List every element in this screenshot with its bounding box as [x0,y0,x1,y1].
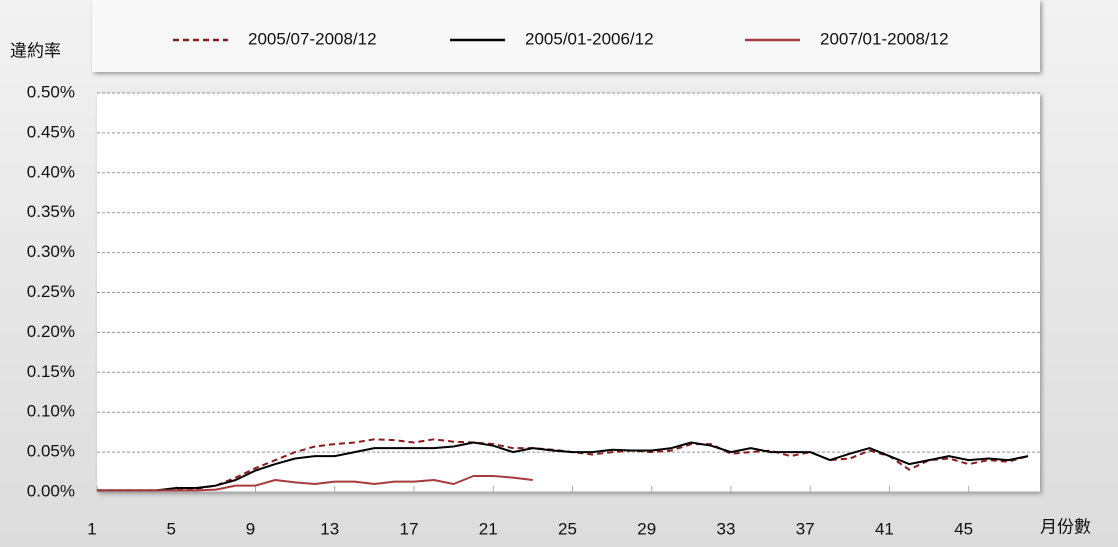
x-tick-label: 1 [87,519,96,538]
series-line [97,475,533,492]
legend-label: 2005/07-2008/12 [248,29,377,48]
y-tick-label: 0.50% [27,82,75,101]
y-tick-label: 0.05% [27,442,75,461]
x-axis-title: 月份數 [1040,517,1091,536]
x-tick-label: 5 [167,519,176,538]
series-line [97,441,1029,492]
x-tick-label: 25 [558,519,577,538]
x-tick-label: 29 [637,519,656,538]
y-tick-label: 0.15% [27,362,75,381]
y-tick-label: 0.30% [27,242,75,261]
y-tick-label: 0.35% [27,202,75,221]
x-tick-label: 45 [954,519,973,538]
x-tick-label: 9 [246,519,255,538]
y-tick-label: 0.25% [27,282,75,301]
y-axis-title: 違約率 [10,41,61,60]
legend-label: 2007/01-2008/12 [820,29,949,48]
x-tick-label: 21 [479,519,498,538]
x-tick-label: 13 [320,519,339,538]
x-tick-label: 33 [716,519,735,538]
x-tick-label: 37 [796,519,815,538]
y-tick-label: 0.40% [27,162,75,181]
y-tick-label: 0.45% [27,122,75,141]
x-tick-label: 17 [400,519,419,538]
legend-label: 2005/01-2006/12 [525,29,654,48]
y-tick-label: 0.00% [27,481,75,500]
y-tick-label: 0.10% [27,402,75,421]
legend-box [92,0,1040,72]
y-tick-label: 0.20% [27,322,75,341]
x-tick-label: 41 [875,519,894,538]
